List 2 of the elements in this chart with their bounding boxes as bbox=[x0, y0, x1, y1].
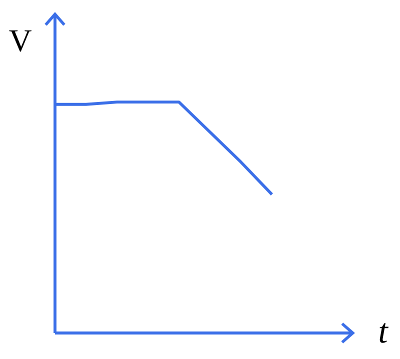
y-axis-title: V bbox=[9, 30, 32, 52]
x-axis-title: t bbox=[380, 323, 388, 343]
